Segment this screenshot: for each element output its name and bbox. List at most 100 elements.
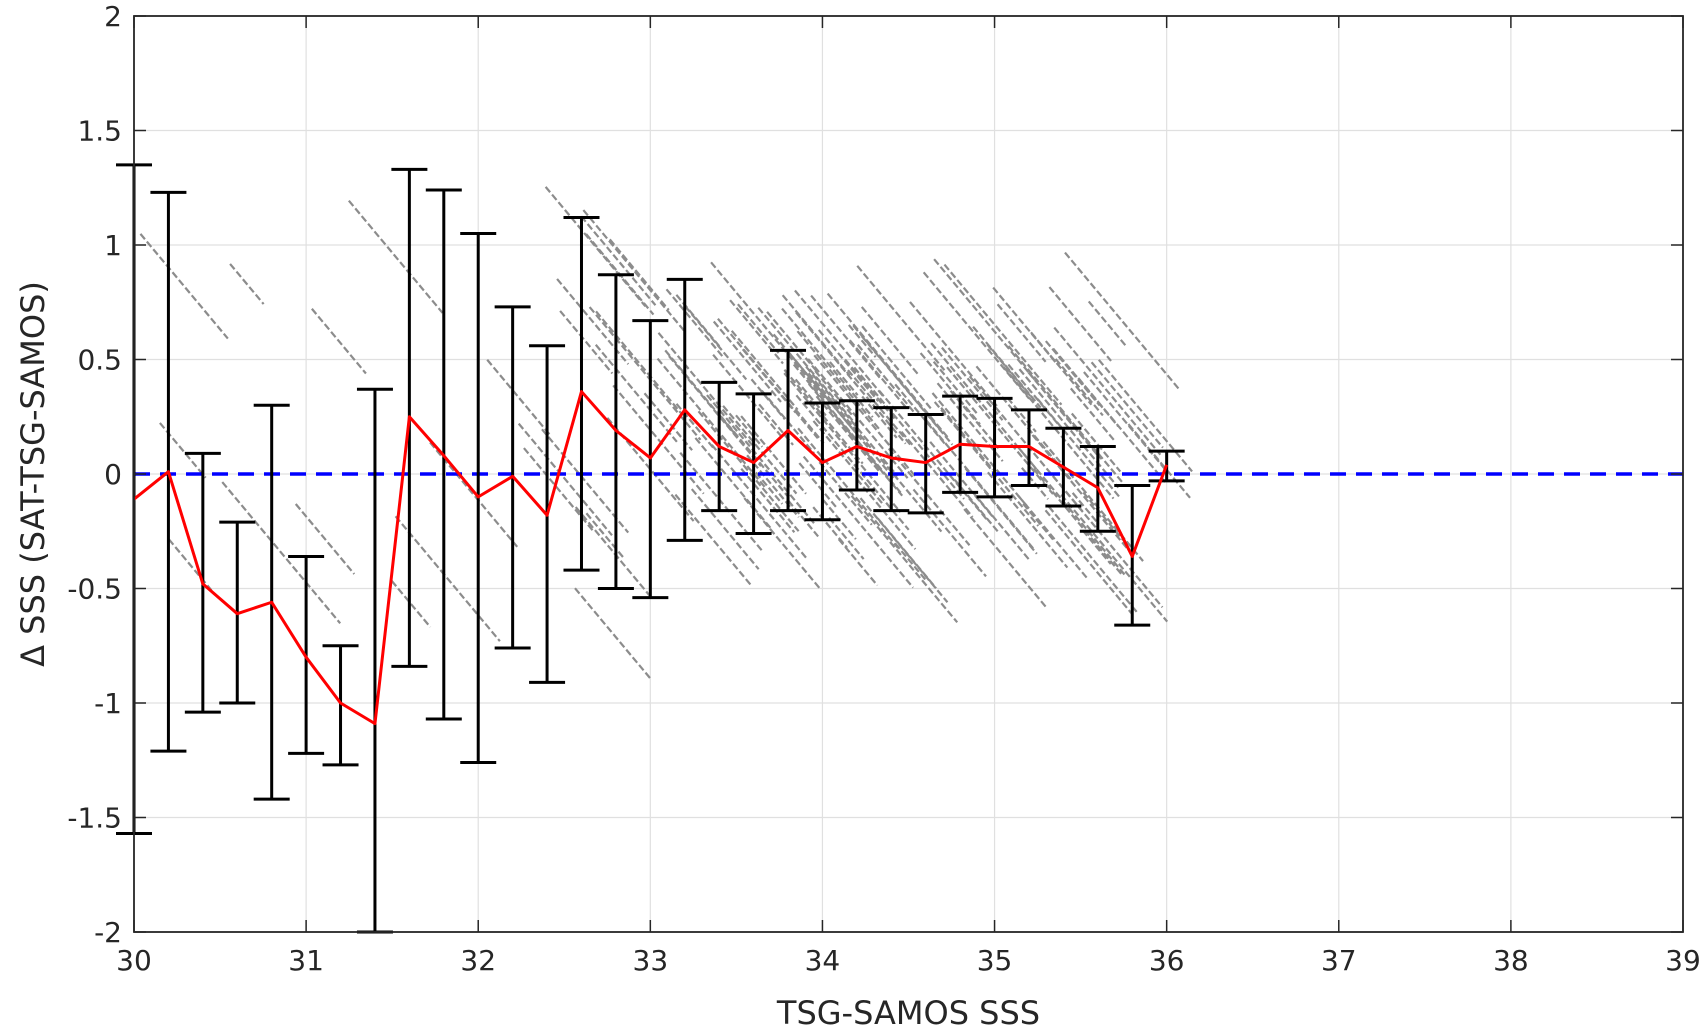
x-tick-label: 35 (977, 944, 1013, 977)
scatter-point (139, 233, 229, 340)
scatter-point (1082, 491, 1124, 541)
scatter-point (706, 394, 817, 527)
scatter-point (741, 348, 797, 414)
scatter-point (856, 265, 946, 371)
scatter-point (221, 481, 342, 624)
scatter-point (815, 395, 882, 474)
scatter-point (740, 415, 807, 495)
scatter-point (722, 405, 798, 495)
scatter-point (817, 329, 880, 402)
x-tick-label: 31 (288, 944, 324, 977)
scatter-point (684, 305, 748, 381)
scatter-point (710, 444, 808, 560)
x-tick-label: 32 (460, 944, 496, 977)
scatter-point (807, 372, 873, 451)
scatter-point (946, 366, 1054, 495)
scatter-point (1054, 358, 1104, 417)
y-tick-label: -0.5 (67, 573, 122, 606)
y-tick-label: 0 (104, 458, 122, 491)
scatter-point (922, 271, 1030, 400)
scatter-point (517, 422, 613, 537)
scatter-point (1017, 494, 1090, 581)
x-tick-label: 39 (1665, 944, 1701, 977)
scatter-point (829, 361, 859, 396)
scatter-point (919, 352, 981, 425)
scatter-point (949, 390, 1000, 449)
scatter-point (746, 454, 800, 518)
scatter-point (1006, 397, 1037, 433)
scatter-point (608, 238, 670, 311)
scatter-point (932, 360, 980, 416)
scatter-point (818, 461, 873, 526)
scatter-point (612, 384, 705, 495)
scatter-point (805, 366, 899, 477)
x-tick-label: 33 (633, 944, 669, 977)
scatter-point (311, 308, 367, 375)
scatter-point (940, 407, 994, 471)
scatter-point (894, 542, 928, 583)
scatter-point (580, 215, 657, 306)
scatter-point (729, 299, 784, 365)
scatter-point (656, 357, 768, 490)
scatter-point (229, 263, 265, 305)
scatter-point (953, 479, 1001, 534)
scatter-point (837, 538, 879, 587)
y-tick-label: 0.5 (77, 344, 122, 377)
x-tick-label: 36 (1149, 944, 1185, 977)
scatter-point (860, 306, 919, 376)
scatter-point (912, 488, 987, 578)
scatter-point (972, 325, 1042, 409)
scatter-point (794, 289, 884, 397)
scatter-point (1018, 368, 1120, 489)
scatter-point (859, 497, 949, 603)
scatter-point (544, 186, 647, 308)
scatter-point (964, 467, 1038, 555)
scatter-point (1048, 505, 1138, 613)
scatter-point (559, 310, 614, 375)
scatter-point (856, 344, 917, 415)
scatter-point (1083, 371, 1170, 474)
scatter-point (1081, 529, 1112, 565)
scatter-point (1069, 387, 1116, 441)
scatter-point (588, 306, 702, 441)
scatter-point (836, 416, 885, 475)
scatter-point (594, 344, 678, 443)
scatter-point (781, 294, 851, 377)
y-axis-label: Δ SSS (SAT-TSG-SAMOS) (14, 281, 52, 667)
scatter-point (665, 288, 724, 358)
scatter-point (931, 392, 1030, 509)
scatter-point (1007, 363, 1059, 425)
scatter-point (664, 349, 738, 437)
scatter-point (996, 303, 1047, 363)
scatter-point (1016, 445, 1126, 576)
binned-mean-line (133, 390, 1169, 726)
scatter-point (1097, 359, 1193, 473)
y-tick-label: 1 (104, 229, 122, 262)
x-axis-label: TSG-SAMOS SSS (776, 994, 1040, 1031)
scatter-point (1030, 331, 1093, 406)
scatter-point (844, 358, 896, 420)
scatter-point (657, 332, 754, 446)
scatter-point (735, 414, 764, 448)
y-tick-label: -2 (94, 916, 122, 949)
scatter-point (796, 330, 881, 431)
scatter-point (1027, 371, 1099, 457)
scatter-point (1051, 475, 1164, 608)
scatter-point (850, 495, 959, 624)
axis-ticks: 30 31 32 33 34 35 36 37 38 39 -2 -1.5 -1 -0.5 0 0.5 1 1.5… (67, 0, 1700, 977)
scatter-point (1052, 347, 1120, 428)
y-tick-label: 1.5 (77, 115, 122, 148)
scatter-point (348, 199, 444, 314)
scatter-point (712, 320, 782, 403)
y-tick-label: 2 (104, 0, 122, 33)
scatter-point (717, 318, 819, 440)
scatter-point (900, 430, 974, 518)
error-bar (322, 644, 359, 767)
scatter-point (848, 339, 907, 408)
scatter-point (941, 346, 1004, 421)
y-tick-label: -1.5 (67, 802, 122, 835)
x-tick-label: 34 (805, 944, 841, 977)
scatter-point (1022, 503, 1054, 541)
scatter-point (541, 428, 630, 534)
